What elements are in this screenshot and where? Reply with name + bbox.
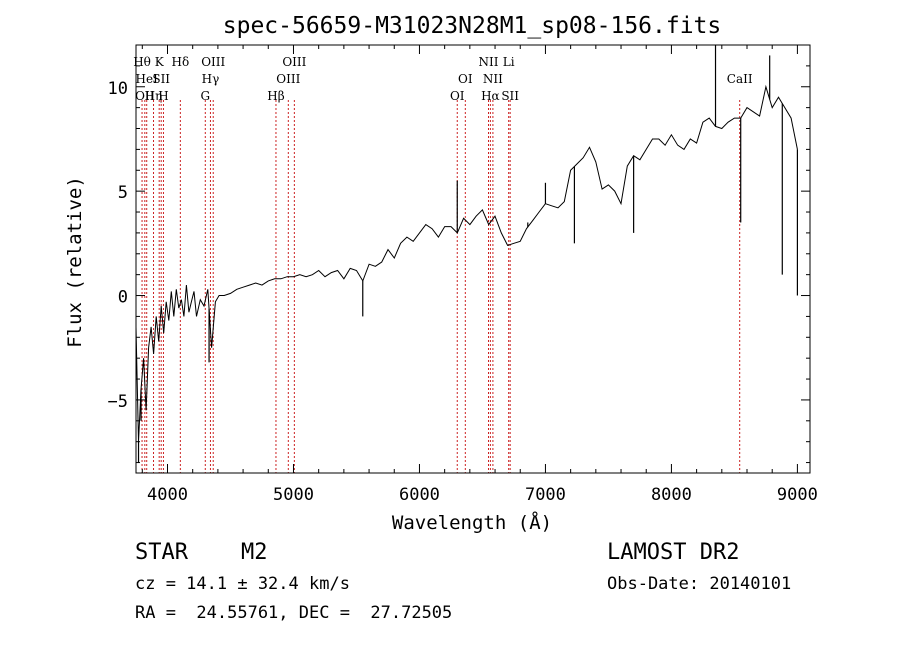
spectral-line-label: H bbox=[158, 89, 168, 103]
plot-frame bbox=[135, 44, 811, 474]
spectral-line-label: Li bbox=[503, 55, 515, 69]
x-tick-label: 4000 bbox=[147, 485, 188, 505]
y-tick-label: 10 bbox=[108, 79, 128, 99]
survey-name: LAMOST DR2 bbox=[607, 540, 740, 565]
spectral-line-label: SII bbox=[501, 89, 519, 103]
spectrum-series bbox=[136, 45, 799, 463]
spectral-line-label: K bbox=[155, 55, 165, 69]
spectral-line-label: HeI bbox=[136, 72, 159, 86]
x-tick-label: 8000 bbox=[651, 485, 692, 505]
y-tick-label: 5 bbox=[118, 183, 128, 203]
spectral-line-label: OIII bbox=[201, 55, 225, 69]
spectral-line-label: OI bbox=[458, 72, 473, 86]
x-tick-label: 6000 bbox=[399, 485, 440, 505]
y-tick-label: −5 bbox=[108, 392, 128, 412]
spectral-line-label: CaII bbox=[727, 72, 753, 86]
y-axis-ticks: −5 0 5 10 bbox=[108, 44, 810, 464]
spectral-line-label: G bbox=[200, 89, 210, 103]
spectrum-line bbox=[136, 84, 798, 442]
x-axis-ticks: 4000 5000 6000 7000 8000 9000 bbox=[141, 45, 818, 505]
spectral-line-label: OIII bbox=[276, 72, 300, 86]
x-tick-label: 7000 bbox=[525, 485, 566, 505]
redshift-cz: cz = 14.1 ± 32.4 km/s bbox=[135, 574, 350, 594]
x-tick-label: 9000 bbox=[777, 485, 818, 505]
spectral-line-label: OII bbox=[135, 89, 155, 103]
object-class: STAR bbox=[135, 540, 188, 565]
spectral-line-label: Hα bbox=[481, 89, 500, 103]
spectral-line-label: OIII bbox=[282, 55, 306, 69]
ra-dec: RA = 24.55761, DEC = 27.72505 bbox=[135, 603, 453, 623]
chart-title: spec-56659-M31023N28M1_sp08-156.fits bbox=[223, 13, 722, 39]
x-tick-label: 5000 bbox=[273, 485, 314, 505]
spectral-line-markers: HθOIIHeIHηKSIIHHδGHγOIIIHβOIIIOIIIOIOINI… bbox=[133, 55, 753, 473]
spectral-line-label: Hγ bbox=[202, 72, 220, 86]
y-axis-label: Flux (relative) bbox=[64, 176, 86, 348]
spectral-line-label: NII bbox=[483, 72, 503, 86]
spectral-line-label: NII bbox=[479, 55, 499, 69]
spectral-line-label: Hδ bbox=[171, 55, 189, 69]
spectral-line-label: Hη bbox=[145, 89, 163, 103]
spectral-line-label: Hβ bbox=[267, 89, 284, 103]
y-tick-label: 0 bbox=[118, 288, 128, 308]
observation-date: Obs-Date: 20140101 bbox=[607, 574, 792, 594]
spectral-line-label: OI bbox=[450, 89, 465, 103]
spectral-line-label: SII bbox=[152, 72, 170, 86]
x-axis-label: Wavelength (Å) bbox=[392, 511, 552, 534]
object-subclass: M2 bbox=[241, 540, 268, 565]
